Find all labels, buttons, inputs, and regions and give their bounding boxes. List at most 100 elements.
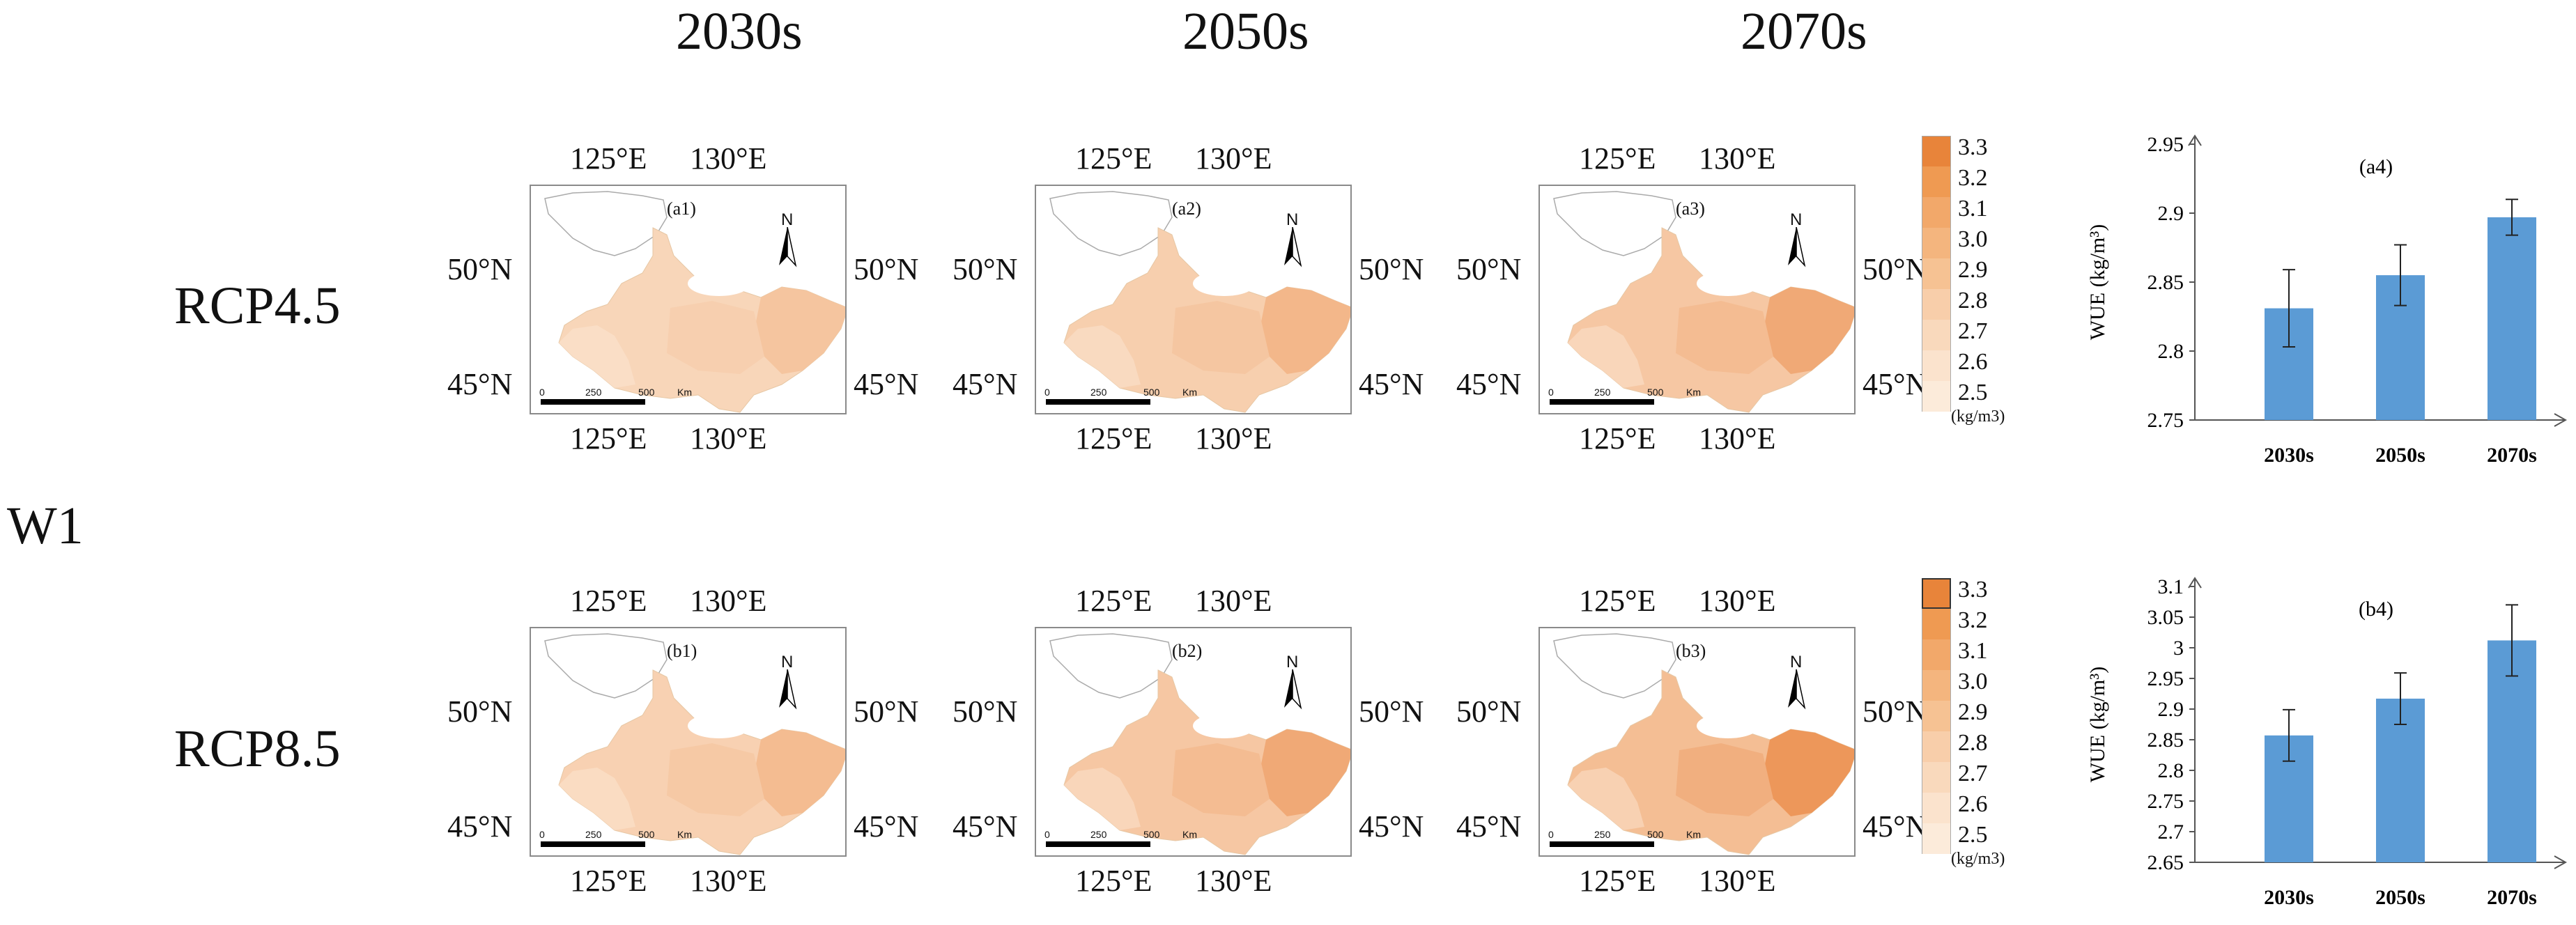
column-header-2050s: 2050s bbox=[1182, 2, 1309, 61]
y-axis-arrow bbox=[2188, 577, 2202, 589]
y-tick-label: 2.95 bbox=[2147, 133, 2184, 156]
scale-bar-line bbox=[541, 399, 645, 405]
scale-bar-line bbox=[1550, 399, 1654, 405]
region-map bbox=[1049, 191, 1350, 413]
x-tick-label: 2070s bbox=[2487, 886, 2537, 909]
latitude-tick-label: 45°N bbox=[952, 809, 1018, 844]
north-label: N bbox=[781, 210, 794, 229]
legend-swatch bbox=[1922, 381, 1951, 412]
longitude-tick-label: 130°E bbox=[1699, 584, 1776, 618]
legend-value: 2.7 bbox=[1958, 761, 1988, 786]
y-tick-label: 2.9 bbox=[2158, 202, 2184, 225]
north-arrow-icon: N bbox=[775, 653, 800, 710]
x-tick-label: 2030s bbox=[2264, 444, 2314, 467]
latitude-tick-label: 45°N bbox=[854, 809, 919, 844]
y-tick-label: 2.7 bbox=[2158, 821, 2184, 844]
longitude-tick-label: 125°E bbox=[570, 864, 647, 898]
panel-label: (b4) bbox=[2359, 598, 2393, 621]
panel-label: (a4) bbox=[2359, 155, 2393, 178]
legend-unit: (kg/m3) bbox=[1951, 850, 2005, 868]
longitude-tick-label: 125°E bbox=[1075, 141, 1152, 176]
legend-value: 3.3 bbox=[1958, 134, 1988, 160]
longitude-tick-label: 125°E bbox=[1075, 421, 1152, 456]
north-arrow-icon: N bbox=[1784, 210, 1809, 267]
latitude-tick-label: 50°N bbox=[1359, 252, 1424, 286]
scale-bar-line bbox=[541, 841, 645, 847]
scale-label: 0 bbox=[1044, 387, 1050, 398]
longitude-tick-label: 125°E bbox=[1579, 421, 1656, 456]
legend-swatch bbox=[1922, 639, 1951, 670]
legend-value: 3.2 bbox=[1958, 165, 1988, 191]
x-axis-arrow bbox=[2554, 855, 2568, 869]
y-tick-label: 2.65 bbox=[2147, 851, 2184, 874]
longitude-tick-label: 130°E bbox=[1195, 141, 1272, 176]
longitude-tick-label: 130°E bbox=[1699, 141, 1776, 176]
scale-bar-line bbox=[1550, 841, 1654, 847]
y-axis-label: WUE (kg/m³) bbox=[2086, 224, 2109, 340]
latitude-tick-label: 45°N bbox=[1359, 367, 1424, 401]
scale-label: 250 bbox=[1594, 387, 1611, 398]
latitude-tick-label: 50°N bbox=[1456, 694, 1522, 729]
y-axis-arrow bbox=[2188, 134, 2202, 146]
legend-swatch bbox=[1922, 258, 1951, 289]
x-tick-label: 2070s bbox=[2487, 444, 2537, 467]
latitude-tick-label: 45°N bbox=[952, 367, 1018, 401]
y-tick-label: 2.85 bbox=[2147, 271, 2184, 294]
legend-swatch bbox=[1922, 609, 1951, 639]
latitude-tick-label: 45°N bbox=[1862, 809, 1928, 844]
map-frame: (b1) N 0 250 500 Km bbox=[530, 627, 847, 857]
panel-label: (a2) bbox=[1172, 199, 1201, 219]
latitude-tick-label: 45°N bbox=[1456, 367, 1522, 401]
scale-bar-line bbox=[1046, 399, 1150, 405]
north-label: N bbox=[1286, 210, 1299, 229]
longitude-tick-label: 130°E bbox=[1699, 421, 1776, 456]
x-tick-label: 2050s bbox=[2375, 886, 2425, 909]
latitude-tick-label: 50°N bbox=[854, 694, 919, 729]
latitude-tick-label: 45°N bbox=[1456, 809, 1522, 844]
legend-value: 3.0 bbox=[1958, 226, 1988, 252]
scale-bar: 0 250 500 Km bbox=[539, 387, 818, 412]
column-header-2030s: 2030s bbox=[676, 2, 803, 61]
scale-bar: 0 250 500 Km bbox=[1548, 387, 1827, 412]
scale-label: 500 bbox=[1143, 387, 1160, 398]
latitude-tick-label: 50°N bbox=[447, 252, 513, 286]
scale-label: Km bbox=[677, 387, 692, 398]
map-frame: (b2) N 0 250 500 Km bbox=[1035, 627, 1352, 857]
north-label: N bbox=[1286, 653, 1299, 671]
legend-value: 2.5 bbox=[1958, 822, 1988, 848]
y-tick-label: 2.75 bbox=[2147, 409, 2184, 432]
north-arrow-icon: N bbox=[1280, 210, 1305, 267]
panel-label: (b1) bbox=[667, 641, 697, 661]
longitude-tick-label: 125°E bbox=[1075, 584, 1152, 618]
scale-label: 500 bbox=[1143, 829, 1160, 840]
latitude-tick-label: 50°N bbox=[1862, 252, 1928, 286]
x-axis-arrow bbox=[2554, 413, 2568, 427]
legend-swatch bbox=[1922, 197, 1951, 228]
x-tick-label: 2030s bbox=[2264, 886, 2314, 909]
panel-label: (a3) bbox=[1676, 199, 1705, 219]
y-tick-label: 2.75 bbox=[2147, 790, 2184, 813]
north-arrow-icon: N bbox=[1280, 653, 1305, 710]
scale-bar: 0 250 500 Km bbox=[1548, 829, 1827, 854]
scale-label: 500 bbox=[638, 387, 655, 398]
latitude-tick-label: 45°N bbox=[1359, 809, 1424, 844]
latitude-tick-label: 50°N bbox=[854, 252, 919, 286]
y-tick-label: 3 bbox=[2173, 637, 2184, 660]
legend-value: 3.3 bbox=[1958, 577, 1988, 603]
map-frame: (a3) N 0 250 500 Km bbox=[1538, 185, 1856, 414]
longitude-tick-label: 130°E bbox=[690, 421, 767, 456]
scale-label: 0 bbox=[1044, 829, 1050, 840]
legend-value: 2.9 bbox=[1958, 257, 1988, 283]
y-tick-label: 2.9 bbox=[2158, 698, 2184, 721]
scale-bar: 0 250 500 Km bbox=[1044, 387, 1323, 412]
legend-swatch bbox=[1922, 731, 1951, 762]
map-panel-6: (b3) N 0 250 500 Km 125°E 130°E 125°E 130°E 50°N 45… bbox=[1456, 584, 1927, 898]
longitude-tick-label: 125°E bbox=[570, 421, 647, 456]
north-label: N bbox=[1790, 653, 1803, 671]
y-tick-label: 2.95 bbox=[2147, 667, 2184, 690]
scale-label: 250 bbox=[1594, 829, 1611, 840]
legend-unit: (kg/m3) bbox=[1951, 407, 2005, 426]
latitude-tick-label: 50°N bbox=[1359, 694, 1424, 729]
legend-value: 2.6 bbox=[1958, 791, 1988, 817]
y-tick-label: 3.1 bbox=[2158, 575, 2184, 598]
